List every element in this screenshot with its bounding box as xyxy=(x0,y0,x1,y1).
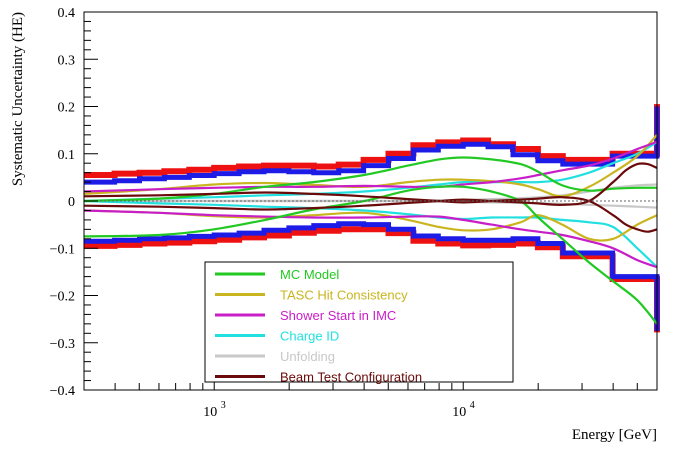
legend-label-shower-start-in-imc: Shower Start in IMC xyxy=(280,308,396,323)
x-tick-exponent: 4 xyxy=(470,400,475,411)
series-mc-model-upper xyxy=(83,156,658,203)
legend-label-mc-model: MC Model xyxy=(280,267,339,282)
legend-label-tasc-hit-consistency: TASC Hit Consistency xyxy=(280,288,408,303)
legend-box xyxy=(204,261,514,383)
total-envelope xyxy=(84,104,660,333)
x-axis-ticks: 10 3 10 4 xyxy=(83,376,658,420)
y-tick-label: −0.4 xyxy=(50,384,75,399)
x-tick-label: 10 xyxy=(203,405,217,420)
legend-label-charge-id: Charge ID xyxy=(280,329,339,344)
series-shower-start-in-imc-upper xyxy=(83,140,658,193)
y-tick-label: 0.1 xyxy=(58,148,76,163)
series-beam-test-configuration-lower xyxy=(83,162,658,211)
y-tick-label: −0.3 xyxy=(50,337,75,352)
x-tick-label: 10 xyxy=(452,405,466,420)
series-tasc-hit-consistency-lower xyxy=(83,209,658,242)
x-tick-exponent: 3 xyxy=(221,400,226,411)
legend-label-unfolding: Unfolding xyxy=(280,349,335,364)
series-tasc-hit-consistency-upper xyxy=(83,134,658,198)
y-tick-label: −0.1 xyxy=(50,242,75,257)
y-axis-ticks: −0.4 −0.3 −0.2 −0.1 0 0.1 0.2 0.3 0.4 xyxy=(50,6,98,399)
envelope-upper-blue xyxy=(84,106,660,185)
series-mc-model-lower xyxy=(83,185,658,325)
y-tick-label: 0.2 xyxy=(58,101,76,116)
envelope-upper-red xyxy=(84,104,660,178)
y-tick-label: 0 xyxy=(68,195,75,210)
legend: MC Model TASC Hit Consistency Shower Start… xyxy=(204,261,514,385)
legend-label-beam-test-configuration: Beam Test Configuration xyxy=(280,370,422,385)
y-axis-label: Systematic Uncertainty (HE) xyxy=(10,12,26,186)
x-axis-label: Energy [GeV] xyxy=(572,427,657,443)
y-tick-label: −0.2 xyxy=(50,290,75,305)
y-tick-label: 0.3 xyxy=(58,53,76,68)
series-shower-start-in-imc-lower xyxy=(83,209,658,269)
y-tick-label: 0.4 xyxy=(58,6,76,21)
envelope-lower-blue xyxy=(84,221,660,331)
series-charge-id-upper xyxy=(83,140,658,203)
